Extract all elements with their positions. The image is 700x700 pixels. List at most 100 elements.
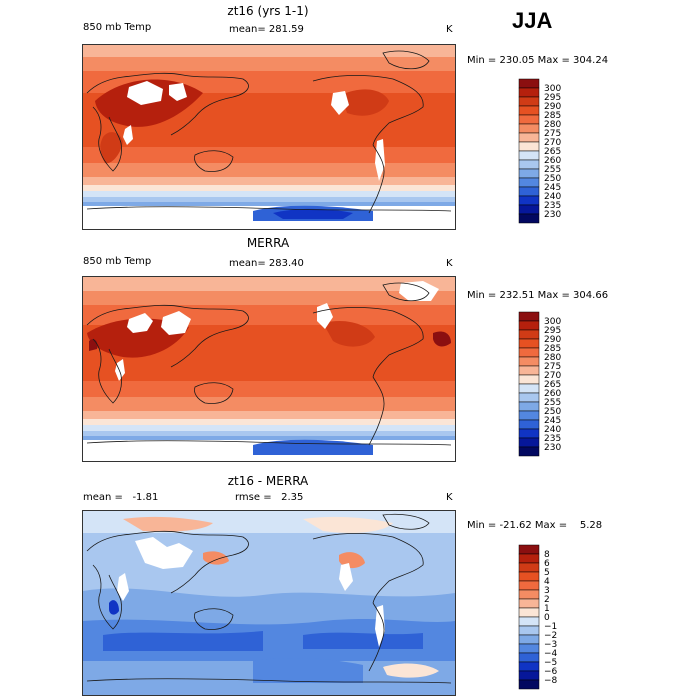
colorbar-tick-label: 290 <box>544 335 561 345</box>
panel-2-mean-label: mean= 283.40 <box>229 258 304 269</box>
colorbar-tick-label: −4 <box>544 649 558 659</box>
panel-1-unit: K <box>446 24 453 35</box>
colorbar-swatch <box>518 347 540 358</box>
colorbar-swatch <box>518 661 540 672</box>
colorbar-tick-label: 250 <box>544 407 561 417</box>
colorbar-swatch <box>518 670 540 681</box>
season-label: JJA <box>512 8 553 33</box>
colorbar-tick-label: −2 <box>544 631 557 641</box>
colorbar-swatch <box>518 123 540 134</box>
colorbar-swatch <box>518 204 540 215</box>
colorbar-tick-label: 300 <box>544 84 561 94</box>
colorbar-swatch <box>518 365 540 376</box>
colorbar-tick-label: 235 <box>544 434 561 444</box>
colorbar-swatch <box>518 329 540 340</box>
colorbar-tick-label: 270 <box>544 371 561 381</box>
colorbar-swatch <box>518 446 540 457</box>
colorbar-swatch <box>518 679 540 690</box>
colorbar-tick-label: 250 <box>544 174 561 184</box>
colorbar-tick-label: 260 <box>544 389 561 399</box>
colorbar-swatch <box>518 616 540 627</box>
panel-3-rmse-label: rmse = 2.35 <box>235 492 304 503</box>
panel-3-unit: K <box>446 492 453 503</box>
panel-3-title: zt16 - MERRA <box>227 474 309 488</box>
colorbar-swatch <box>518 401 540 412</box>
colorbar-tick-label: 270 <box>544 138 561 148</box>
colorbar-tick-label: 265 <box>544 380 561 390</box>
colorbar-tick-label: 275 <box>544 362 561 372</box>
colorbar-tick-label: 255 <box>544 165 561 175</box>
colorbar-swatch <box>518 428 540 439</box>
colorbar-tick-label: −3 <box>544 640 557 650</box>
panel-3-colorbar: 8 6 5 4 3 2 1 0 −1 −2 −3 −4 −5 −6 −8 <box>518 544 579 693</box>
colorbar-swatch <box>518 78 540 89</box>
colorbar-swatch <box>518 87 540 98</box>
panel-2-unit: K <box>446 258 453 269</box>
colorbar-tick-label: 230 <box>544 210 561 220</box>
colorbar-tick-label: 285 <box>544 344 561 354</box>
panel-1-colorbar: 300 295 290 285 280 275 270 265 260 255 250 245 240 2… <box>518 78 579 227</box>
colorbar-tick-label: 2 <box>544 595 550 605</box>
colorbar-tick-label: 0 <box>544 613 550 623</box>
colorbar-swatch <box>518 634 540 645</box>
colorbar-swatch <box>518 562 540 573</box>
colorbar-swatch <box>518 580 540 591</box>
colorbar-tick-label: 230 <box>544 443 561 453</box>
panel-1-minmax: Min = 230.05 Max = 304.24 <box>467 55 609 66</box>
colorbar-tick-label: 265 <box>544 147 561 157</box>
panel-3-minmax: Min = -21.62 Max = 5.28 <box>467 520 603 531</box>
colorbar-tick-label: −5 <box>544 658 557 668</box>
panel-3-map <box>82 510 456 696</box>
colorbar-tick-label: −1 <box>544 622 557 632</box>
colorbar-swatch <box>518 643 540 654</box>
colorbar-swatch <box>518 625 540 636</box>
panel-2-title: MERRA <box>246 236 290 250</box>
colorbar-tick-label: 300 <box>544 317 561 327</box>
colorbar-tick-label: −6 <box>544 667 558 677</box>
colorbar-swatch <box>518 213 540 224</box>
colorbar-tick-label: 255 <box>544 398 561 408</box>
colorbar-tick-label: 295 <box>544 93 561 103</box>
colorbar-swatch <box>518 437 540 448</box>
colorbar-tick-label: 280 <box>544 353 561 363</box>
colorbar-swatch <box>518 598 540 609</box>
colorbar-swatch <box>518 105 540 116</box>
colorbar-tick-label: 280 <box>544 120 561 130</box>
colorbar-swatch <box>518 571 540 582</box>
colorbar-tick-label: −8 <box>544 676 558 686</box>
colorbar-swatch <box>518 132 540 143</box>
colorbar-swatch <box>518 141 540 152</box>
colorbar-tick-label: 245 <box>544 416 561 426</box>
colorbar-tick-label: 1 <box>544 604 550 614</box>
colorbar-swatch <box>518 383 540 394</box>
colorbar-swatch <box>518 186 540 197</box>
colorbar-tick-label: 3 <box>544 586 550 596</box>
colorbar-swatch <box>518 410 540 421</box>
panel-1-map <box>82 44 456 230</box>
colorbar-tick-label: 5 <box>544 568 550 578</box>
panel-1-mean-label: mean= 281.59 <box>229 24 304 35</box>
colorbar-swatch <box>518 374 540 385</box>
panel-2-variable-label: 850 mb Temp <box>83 256 152 267</box>
colorbar-swatch <box>518 356 540 367</box>
colorbar-swatch <box>518 195 540 206</box>
colorbar-swatch <box>518 150 540 161</box>
colorbar-swatch <box>518 114 540 125</box>
colorbar-swatch <box>518 320 540 331</box>
colorbar-tick-label: 295 <box>544 326 561 336</box>
colorbar-tick-label: 290 <box>544 102 561 112</box>
colorbar-swatch <box>518 544 540 555</box>
colorbar-tick-label: 6 <box>544 559 550 569</box>
colorbar-tick-label: 245 <box>544 183 561 193</box>
colorbar-swatch <box>518 553 540 564</box>
colorbar-swatch <box>518 159 540 170</box>
colorbar-tick-label: 275 <box>544 129 561 139</box>
colorbar-tick-label: 260 <box>544 156 561 166</box>
colorbar-swatch <box>518 589 540 600</box>
panel-1-title: zt16 (yrs 1-1) <box>227 4 309 18</box>
colorbar-swatch <box>518 419 540 430</box>
colorbar-tick-label: 4 <box>544 577 550 587</box>
colorbar-swatch <box>518 96 540 107</box>
colorbar-tick-label: 8 <box>544 550 550 560</box>
colorbar-swatch <box>518 177 540 188</box>
